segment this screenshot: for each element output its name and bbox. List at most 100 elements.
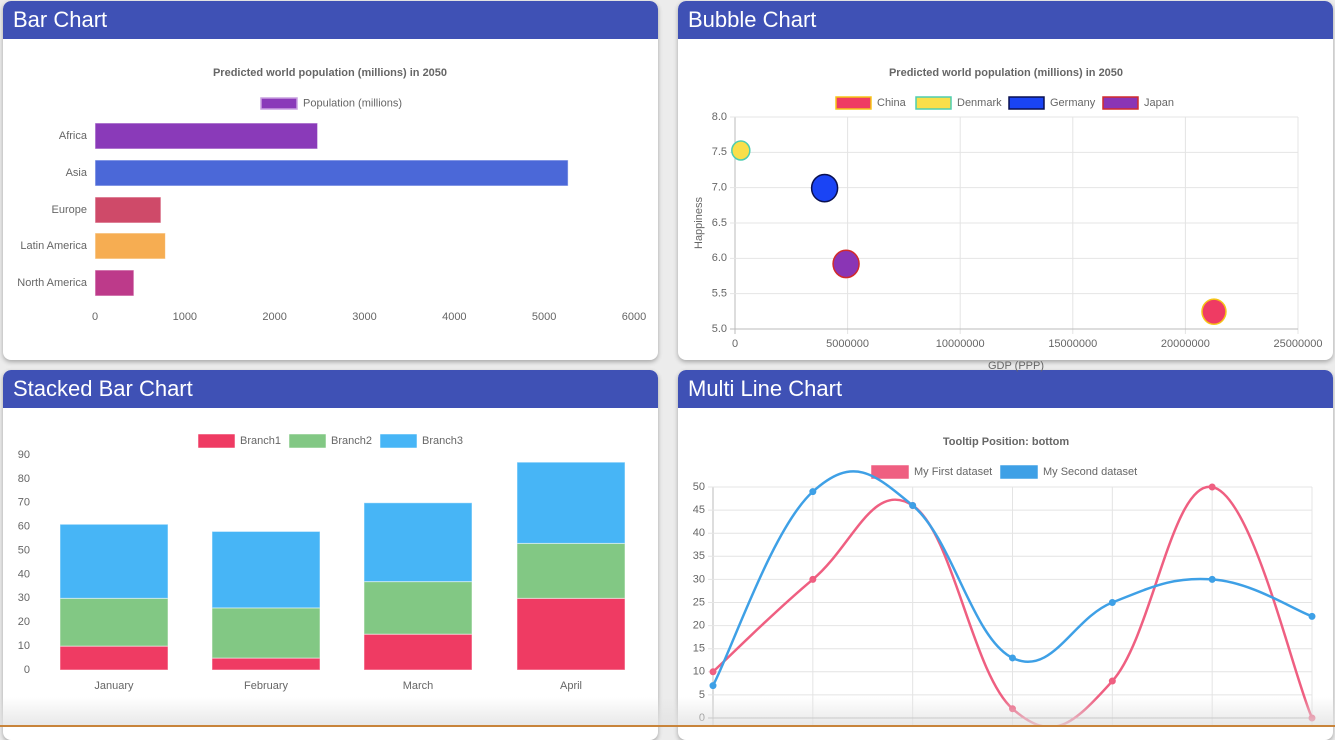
bubble-x-tick-label: 20000000 — [1161, 338, 1210, 350]
bubble-y-axis-label: Happiness — [693, 197, 705, 249]
bar-category-label: Asia — [66, 167, 88, 179]
stacked-y-tick-label: 40 — [18, 568, 30, 580]
bubble-legend-denmark-swatch[interactable] — [915, 96, 952, 110]
bar-category-label: Latin America — [20, 240, 88, 252]
bar-x-tick-label: 2000 — [262, 311, 286, 323]
line-y-tick-label: 40 — [693, 527, 705, 539]
multi-line-chart-header: Multi Line Chart — [678, 370, 1333, 408]
stacked-y-tick-label: 30 — [18, 592, 30, 604]
bubble-chart-header: Bubble Chart — [678, 1, 1333, 39]
bubble-legend-china-swatch[interactable] — [835, 96, 872, 110]
line-y-tick-label: 10 — [693, 666, 705, 678]
line-y-tick-label: 30 — [693, 573, 705, 585]
line-point-2[interactable] — [1308, 612, 1316, 620]
bubble-y-tick-label: 5.5 — [712, 288, 727, 300]
bar-latin-america[interactable] — [94, 232, 166, 260]
line-point-2[interactable] — [1108, 599, 1116, 606]
bubble-x-tick-label: 10000000 — [936, 338, 985, 350]
bubble-x-tick-label: 0 — [732, 338, 738, 350]
line-chart-title: Tooltip Position: bottom — [943, 436, 1069, 448]
stacked-legend-branch2-swatch[interactable] — [289, 434, 326, 448]
bar-x-tick-label: 4000 — [442, 311, 466, 323]
bar-x-tick-label: 5000 — [532, 311, 556, 323]
stacked-bar-march-branch1[interactable] — [363, 633, 473, 671]
bar-legend-item-swatch[interactable] — [260, 97, 298, 110]
bottom-border — [0, 725, 1335, 727]
line-series-2[interactable] — [711, 470, 1313, 687]
bubble-y-tick-label: 5.0 — [712, 323, 727, 335]
bubble-chart-card: Bubble Chart — [678, 1, 1333, 360]
line-point-1[interactable] — [1108, 677, 1116, 685]
stacked-y-tick-label: 0 — [24, 664, 30, 676]
stacked-legend-branch1-label: Branch1 — [240, 435, 281, 447]
stacked-bar-march-branch3[interactable] — [363, 502, 473, 583]
bar-chart-header: Bar Chart — [3, 1, 658, 39]
bubble-denmark[interactable] — [731, 140, 751, 161]
line-legend-first-swatch[interactable] — [871, 465, 909, 479]
stacked-bar-january-branch2[interactable] — [59, 597, 169, 647]
bar-africa[interactable] — [94, 122, 319, 150]
bubble-legend-japan-label: Japan — [1144, 97, 1174, 109]
line-legend-second-label: My Second dataset — [1043, 466, 1137, 478]
bubble-y-tick-label: 8.0 — [712, 111, 727, 123]
bubble-legend-germany-swatch[interactable] — [1008, 96, 1045, 110]
stacked-category-label: January — [94, 680, 134, 692]
stacked-bar-february-branch3[interactable] — [211, 530, 321, 609]
stacked-bar-april-branch2[interactable] — [516, 542, 626, 599]
line-point-2[interactable] — [809, 488, 817, 496]
bar-asia[interactable] — [94, 159, 569, 187]
bubble-chart-title: Predicted world population (millions) in… — [889, 67, 1123, 79]
line-point-2[interactable] — [709, 682, 717, 690]
line-y-tick-label: 5 — [699, 689, 705, 701]
bubble-x-tick-label: 25000000 — [1274, 338, 1323, 350]
bubble-germany[interactable] — [810, 173, 839, 203]
bar-europe[interactable] — [94, 196, 162, 224]
stacked-bar-february-branch2[interactable] — [211, 607, 321, 659]
bubble-legend-denmark-label: Denmark — [957, 97, 1002, 109]
stacked-legend-branch3-swatch[interactable] — [380, 434, 417, 448]
line-point-1[interactable] — [709, 668, 717, 676]
stacked-category-label: April — [560, 680, 582, 692]
stacked-legend-branch3-label: Branch3 — [422, 435, 463, 447]
stacked-y-tick-label: 10 — [18, 640, 30, 652]
bubble-y-tick-label: 7.0 — [712, 182, 727, 194]
bubble-japan[interactable] — [832, 249, 860, 279]
bar-x-tick-label: 3000 — [352, 311, 376, 323]
stacked-bar-april-branch3[interactable] — [516, 461, 626, 544]
stacked-y-tick-label: 90 — [18, 449, 30, 461]
bar-x-tick-label: 1000 — [173, 311, 197, 323]
line-legend-first-label: My First dataset — [914, 466, 992, 478]
bubble-x-tick-label: 5000000 — [826, 338, 869, 350]
bubble-legend-japan-swatch[interactable] — [1102, 96, 1139, 110]
bubble-china[interactable] — [1201, 298, 1227, 326]
bar-category-label: Africa — [59, 130, 88, 142]
stacked-bar-february-branch1[interactable] — [211, 657, 321, 671]
bar-x-tick-label: 6000 — [622, 311, 646, 323]
bubble-legend-germany-label: Germany — [1050, 97, 1096, 109]
line-y-tick-label: 25 — [693, 596, 705, 608]
stacked-bar-april-branch1[interactable] — [516, 597, 626, 671]
bar-legend-item-label: Population (millions) — [303, 97, 402, 109]
stacked-bar-chart-header: Stacked Bar Chart — [3, 370, 658, 408]
stacked-legend-branch2-label: Branch2 — [331, 435, 372, 447]
line-y-tick-label: 35 — [693, 550, 705, 562]
line-y-tick-label: 50 — [693, 481, 705, 493]
line-y-tick-label: 20 — [693, 620, 705, 632]
line-point-2[interactable] — [1208, 575, 1216, 583]
stacked-bar-january-branch3[interactable] — [59, 523, 169, 599]
stacked-legend-branch1-swatch[interactable] — [198, 434, 235, 448]
line-point-2[interactable] — [909, 501, 917, 509]
stacked-bar-march-branch2[interactable] — [363, 581, 473, 635]
line-legend-second-swatch[interactable] — [1000, 465, 1038, 479]
bar-north-america[interactable] — [94, 269, 135, 297]
bubble-x-tick-label: 15000000 — [1048, 338, 1097, 350]
bar-category-label: North America — [17, 277, 88, 289]
line-point-1[interactable] — [1208, 483, 1216, 491]
bar-x-tick-label: 0 — [92, 311, 98, 323]
line-y-tick-label: 15 — [693, 643, 705, 655]
line-point-2[interactable] — [1009, 654, 1016, 662]
line-point-1[interactable] — [809, 575, 817, 583]
stacked-bar-january-branch1[interactable] — [59, 645, 169, 671]
stacked-y-tick-label: 60 — [18, 521, 30, 533]
